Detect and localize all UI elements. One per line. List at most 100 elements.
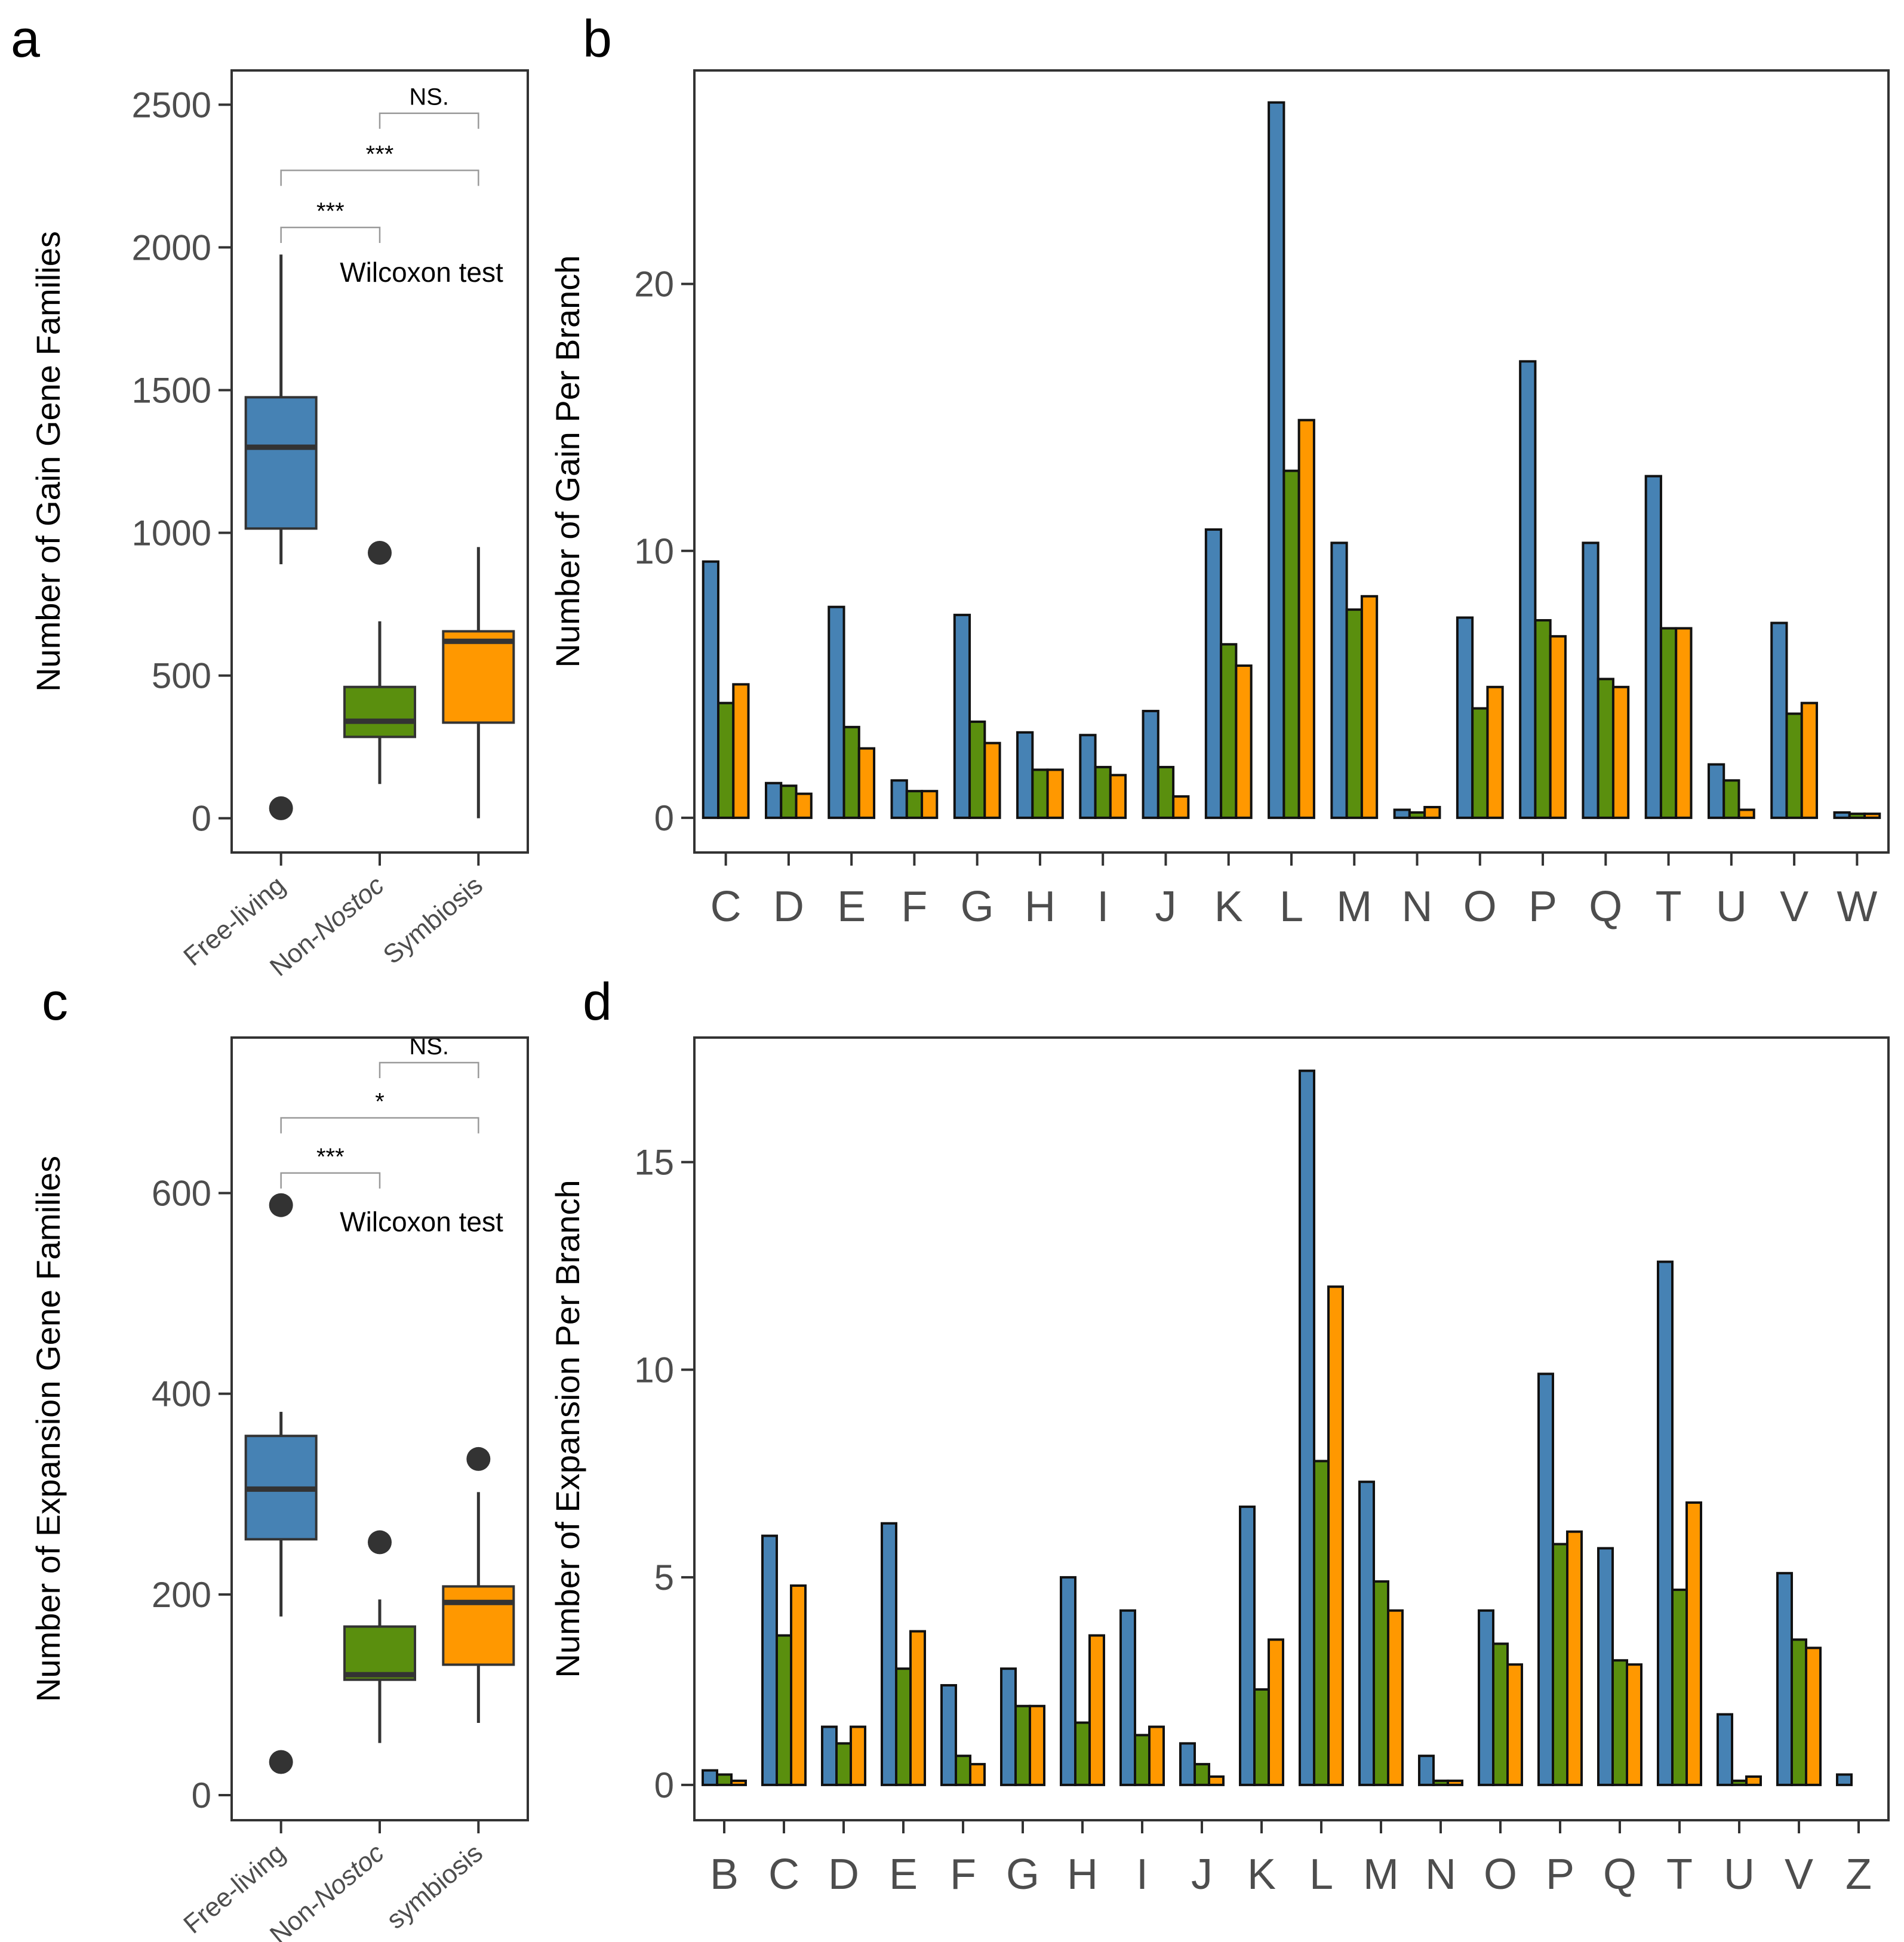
y-tick-label: 2000 bbox=[132, 227, 211, 267]
label-part-italic: Nostoc bbox=[308, 870, 389, 946]
outlier-point bbox=[368, 540, 392, 565]
x-tick-label: I bbox=[1136, 1851, 1148, 1898]
box bbox=[442, 630, 515, 724]
bar-symbiosis-M bbox=[1387, 1609, 1404, 1786]
bar-symbiosis-H bbox=[1046, 768, 1064, 819]
bar-symbiosis-G bbox=[983, 741, 1001, 819]
significance-label: *** bbox=[366, 141, 394, 167]
x-tick-label: U bbox=[1724, 1851, 1755, 1898]
bar-symbiosis-I bbox=[1109, 774, 1127, 819]
x-tick-label: F bbox=[901, 883, 927, 931]
bar-free-living-H bbox=[1060, 1576, 1076, 1786]
bar-free-living-K bbox=[1204, 528, 1223, 819]
bar-non-nostoc-J bbox=[1156, 765, 1175, 819]
x-tick-label: symbiosis bbox=[381, 1838, 488, 1935]
bar-free-living-I bbox=[1079, 734, 1097, 819]
x-tick-label: Z bbox=[1845, 1851, 1872, 1898]
bar-symbiosis-H bbox=[1088, 1634, 1105, 1786]
bar-symbiosis-B bbox=[730, 1779, 747, 1786]
x-tick-label: E bbox=[837, 883, 866, 931]
x-tick-label: D bbox=[773, 883, 804, 931]
label-part: symbiosis bbox=[381, 1838, 488, 1935]
x-tick-label: E bbox=[889, 1851, 918, 1898]
outlier-point bbox=[269, 1750, 293, 1774]
panel-label-d: d bbox=[583, 972, 612, 1031]
y-tick-label: 400 bbox=[152, 1374, 211, 1414]
x-tick-label: P bbox=[1528, 883, 1557, 931]
bar-free-living-G bbox=[1000, 1667, 1017, 1786]
bar-symbiosis-M bbox=[1360, 595, 1379, 819]
bar-free-living-W bbox=[1833, 811, 1851, 819]
bar-symbiosis-Q bbox=[1626, 1663, 1642, 1786]
bar-symbiosis-V bbox=[1800, 701, 1818, 819]
y-tick-label: 0 bbox=[192, 799, 211, 839]
bar-symbiosis-I bbox=[1148, 1725, 1165, 1786]
y-tick-label: 5 bbox=[654, 1558, 674, 1598]
box bbox=[244, 396, 318, 530]
bar-free-living-O bbox=[1456, 616, 1474, 819]
bar-symbiosis-C bbox=[790, 1584, 807, 1786]
bar-non-nostoc-D bbox=[835, 1742, 852, 1786]
y-axis-title: Number of Gain Per Branch bbox=[549, 256, 586, 668]
bar-symbiosis-D bbox=[795, 792, 813, 819]
bar-free-living-G bbox=[953, 614, 971, 819]
bar-free-living-U bbox=[1717, 1713, 1733, 1786]
bar-non-nostoc-H bbox=[1031, 768, 1049, 819]
bar-free-living-F bbox=[940, 1684, 957, 1786]
x-tick-label: L bbox=[1279, 883, 1303, 931]
panel-label-c: c bbox=[42, 972, 68, 1031]
x-tick-label: J bbox=[1155, 883, 1176, 931]
box bbox=[343, 1625, 416, 1681]
bar-symbiosis-F bbox=[921, 790, 939, 819]
bar-free-living-M bbox=[1330, 541, 1348, 819]
bar-free-living-P bbox=[1519, 360, 1537, 819]
test-label: Wilcoxon test bbox=[340, 257, 503, 288]
box bbox=[442, 1585, 515, 1666]
x-tick-label: L bbox=[1309, 1851, 1333, 1898]
bar-non-nostoc-J bbox=[1194, 1763, 1210, 1786]
bar-free-living-L bbox=[1299, 1069, 1315, 1786]
bar-free-living-J bbox=[1142, 710, 1159, 819]
bar-symbiosis-E bbox=[857, 747, 876, 819]
bar-free-living-T bbox=[1657, 1260, 1674, 1786]
label-part-italic: Nostoc bbox=[308, 1838, 389, 1913]
plot-frame bbox=[230, 69, 529, 854]
significance-bracket bbox=[379, 1061, 479, 1079]
y-tick-label: 10 bbox=[634, 1350, 674, 1390]
significance-label: *** bbox=[316, 198, 344, 224]
bar-free-living-O bbox=[1478, 1609, 1494, 1786]
outlier-point bbox=[368, 1530, 392, 1555]
bar-symbiosis-C bbox=[732, 683, 750, 819]
bar-non-nostoc-N bbox=[1432, 1779, 1449, 1786]
bar-free-living-D bbox=[821, 1725, 838, 1786]
panel-c: c 0 200 400 600 Number of Expansion Gene Fami… bbox=[29, 972, 529, 1942]
x-tick-label: O bbox=[1484, 1851, 1517, 1898]
panel-a: a 0 500 1000 1500 2000 2500 Number of Gain Gene… bbox=[11, 9, 529, 982]
bar-symbiosis-G bbox=[1029, 1704, 1045, 1786]
bar-free-living-D bbox=[765, 781, 783, 819]
bar-symbiosis-N bbox=[1447, 1779, 1463, 1786]
bar-non-nostoc-I bbox=[1134, 1734, 1151, 1786]
x-tick-label: K bbox=[1214, 883, 1243, 931]
y-tick-label: 0 bbox=[192, 1775, 211, 1815]
y-tick-label: 500 bbox=[152, 656, 211, 696]
bar-free-living-E bbox=[881, 1522, 897, 1786]
bar-symbiosis-P bbox=[1549, 635, 1567, 819]
bar-non-nostoc-V bbox=[1785, 712, 1803, 819]
x-tick-label: C bbox=[710, 883, 742, 931]
bar-non-nostoc-Q bbox=[1611, 1659, 1628, 1786]
x-tick-label: O bbox=[1463, 883, 1497, 931]
bar-non-nostoc-E bbox=[842, 725, 860, 819]
x-tick-label: T bbox=[1666, 1851, 1693, 1898]
x-tick-label: P bbox=[1546, 1851, 1574, 1898]
bar-free-living-U bbox=[1707, 763, 1725, 819]
outlier-point bbox=[269, 1193, 293, 1217]
y-tick-label: 20 bbox=[634, 264, 674, 304]
bar-non-nostoc-K bbox=[1220, 643, 1238, 819]
bar-free-living-C bbox=[761, 1534, 778, 1786]
x-tick-label: V bbox=[1785, 1851, 1813, 1898]
x-tick-label: I bbox=[1097, 883, 1109, 931]
bar-free-living-V bbox=[1776, 1572, 1793, 1786]
x-tick-label: V bbox=[1780, 883, 1808, 931]
